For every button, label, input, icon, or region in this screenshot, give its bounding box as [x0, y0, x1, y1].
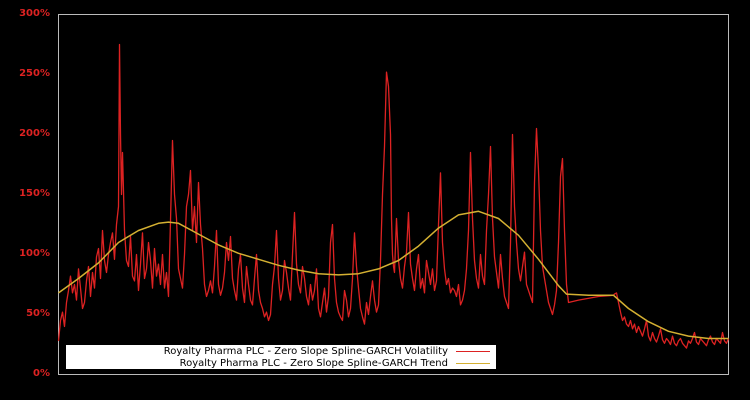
y-tick-label: 200%	[19, 128, 50, 139]
y-tick-label: 300%	[19, 8, 50, 19]
legend-label: Royalty Pharma PLC - Zero Slope Spline-G…	[163, 345, 448, 357]
legend-swatch-volatility	[456, 350, 490, 352]
legend-item-volatility: Royalty Pharma PLC - Zero Slope Spline-G…	[164, 345, 490, 357]
y-tick-label: 0%	[33, 368, 50, 379]
y-tick-label: 50%	[26, 308, 50, 319]
y-tick-label: 150%	[19, 188, 50, 199]
chart-legend: Royalty Pharma PLC - Zero Slope Spline-G…	[66, 345, 496, 369]
volatility-line	[57, 43, 730, 349]
y-tick-label: 250%	[19, 68, 50, 79]
series-layer	[57, 43, 730, 349]
y-tick-label: 100%	[19, 248, 50, 259]
legend-label: Royalty Pharma PLC - Zero Slope Spline-G…	[179, 357, 448, 369]
plot-frame	[58, 14, 729, 375]
legend-swatch-trend	[456, 362, 490, 364]
legend-item-trend: Royalty Pharma PLC - Zero Slope Spline-G…	[180, 357, 490, 369]
trend-line	[58, 210, 729, 340]
